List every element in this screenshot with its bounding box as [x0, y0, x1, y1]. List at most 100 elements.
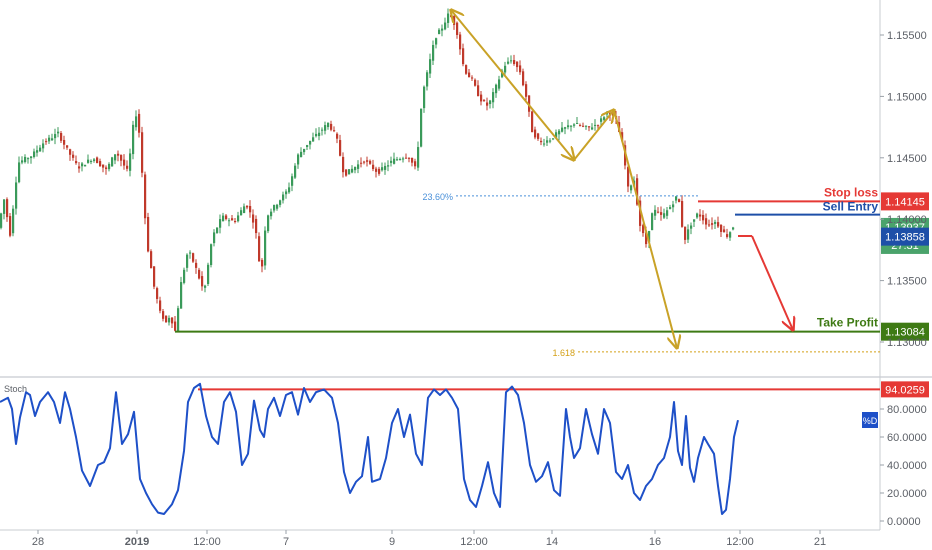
- candle-body: [279, 200, 282, 205]
- candle-body: [174, 321, 177, 331]
- candle-body: [237, 215, 240, 222]
- candle-body: [345, 169, 348, 176]
- take-profit-tag: 1.13084: [885, 327, 925, 339]
- candle-body: [156, 288, 159, 299]
- candle-body: [18, 162, 21, 183]
- candle-body: [15, 182, 18, 209]
- candle-body: [417, 147, 420, 168]
- candle-body: [219, 219, 222, 228]
- stoch-title: Stoch: [4, 384, 27, 394]
- candle-body: [390, 160, 393, 163]
- price-tick-label: 1.15000: [887, 91, 927, 103]
- candle-body: [726, 234, 729, 237]
- candle-body: [105, 167, 108, 170]
- candle-body: [642, 225, 645, 234]
- candle-body: [138, 113, 141, 133]
- candle-body: [0, 213, 3, 228]
- stoch-d-tag-bg: [862, 412, 878, 428]
- candle-body: [669, 207, 672, 209]
- candle-body: [324, 125, 327, 131]
- candle-body: [261, 259, 264, 267]
- candle-body: [603, 117, 606, 120]
- candle-body: [12, 208, 15, 234]
- candle-body: [180, 282, 183, 309]
- candle-body: [399, 159, 402, 161]
- stoch-d-line: [0, 382, 739, 515]
- candle-body: [729, 232, 732, 238]
- fib-1618-label: 1.618: [552, 348, 575, 358]
- candle-body: [561, 127, 564, 132]
- candle-body: [327, 122, 330, 128]
- candle-body: [699, 214, 702, 217]
- fib-arrow-leg-1: [451, 10, 574, 160]
- candle-body: [6, 199, 9, 218]
- candle-body: [342, 156, 345, 173]
- candle-body: [75, 161, 78, 164]
- candle-body: [255, 218, 258, 234]
- stop-loss-tag-bg: [881, 192, 929, 211]
- candle-body: [486, 102, 489, 106]
- candle-body: [150, 251, 153, 269]
- candle-body: [282, 194, 285, 201]
- candle-body: [660, 212, 663, 215]
- candle-body: [558, 130, 561, 135]
- candle-body: [516, 61, 519, 68]
- candle-body: [228, 220, 231, 222]
- candle-body: [525, 84, 528, 97]
- candle-body: [585, 125, 588, 127]
- candle-body: [162, 311, 165, 319]
- candle-body: [78, 166, 81, 169]
- stoch-tick-label: 0.0000: [887, 516, 921, 528]
- candle-body: [648, 231, 651, 243]
- candle-body: [465, 65, 468, 74]
- candle-body: [294, 165, 297, 178]
- candle-body: [210, 244, 213, 266]
- sell-entry-tag: 1.13858: [885, 232, 925, 244]
- candle-body: [666, 210, 669, 216]
- candle-body: [288, 187, 291, 193]
- candle-body: [246, 205, 249, 208]
- candle-body: [177, 308, 180, 332]
- candle-body: [114, 154, 117, 161]
- candle-body: [21, 160, 24, 163]
- candle-body: [693, 219, 696, 222]
- axes: 1.13000 1.13500 1.14000 1.14500 1.15000 1.155…: [32, 30, 927, 548]
- candle-body: [711, 223, 714, 225]
- candle-body: [576, 122, 579, 124]
- candle-body: [144, 174, 147, 219]
- candle-body: [141, 132, 144, 173]
- candle-body: [135, 116, 138, 128]
- candle-body: [24, 156, 27, 163]
- sell-entry-label: Sell Entry: [823, 200, 879, 214]
- time-tick-label: 9: [389, 536, 395, 548]
- candle-body: [447, 13, 450, 23]
- candle-body: [225, 215, 228, 220]
- candle-body: [333, 130, 336, 132]
- candle-body: [192, 253, 195, 262]
- candle-body: [96, 157, 99, 164]
- candle-body: [507, 61, 510, 64]
- candle-body: [378, 168, 381, 174]
- candle-body: [48, 137, 51, 142]
- candle-body: [594, 124, 597, 126]
- candle-body: [45, 141, 48, 143]
- candle-body: [477, 85, 480, 97]
- candle-body: [387, 165, 390, 167]
- candle-body: [84, 165, 87, 167]
- stop-loss-label: Stop loss: [824, 185, 878, 199]
- candle-body: [204, 285, 207, 288]
- candle-body: [195, 262, 198, 268]
- candle-body: [456, 22, 459, 35]
- candle-body: [678, 199, 681, 202]
- candle-body: [102, 164, 105, 168]
- candle-body: [207, 264, 210, 284]
- candle-body: [366, 160, 369, 162]
- candle-body: [504, 65, 507, 73]
- candle-body: [315, 133, 318, 137]
- fib-arrow-leg-2: [573, 110, 614, 161]
- candle-body: [129, 153, 132, 171]
- candle-body: [543, 143, 546, 145]
- candle-body: [405, 157, 408, 159]
- fib-2360-label: 23.60%: [422, 192, 453, 202]
- overbought-tag: 94.0259: [885, 384, 925, 396]
